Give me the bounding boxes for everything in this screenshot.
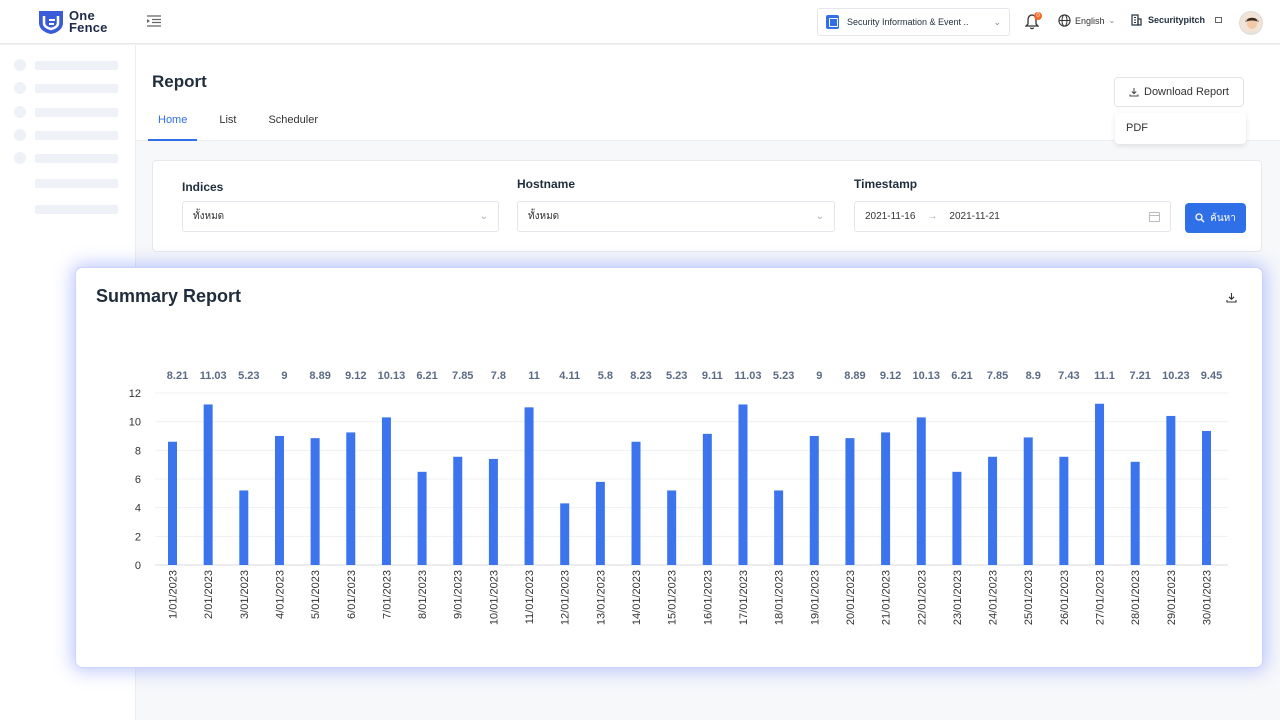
menu-collapse-icon[interactable]: [146, 14, 162, 28]
chevron-down-icon: ⌄: [479, 211, 488, 222]
logo-text: One Fence: [69, 8, 108, 35]
sidebar-skeleton-icon: [14, 129, 26, 141]
avatar[interactable]: [1239, 11, 1263, 35]
notification-badge: 0: [1034, 12, 1042, 20]
indices-select[interactable]: ทั้งหมด ⌄: [182, 201, 499, 232]
tab-bar: Home List Scheduler: [148, 106, 340, 141]
logo-line-1: One: [69, 8, 95, 23]
chevron-down-icon: ⌄: [993, 16, 1001, 27]
app-selector-label: Security Information & Event ..: [847, 17, 969, 27]
calendar-icon: [1149, 211, 1160, 222]
page-background: [136, 667, 1280, 720]
language-label: English: [1075, 15, 1105, 26]
timestamp-label: Timestamp: [854, 177, 918, 191]
app-selector[interactable]: Security Information & Event .. ⌄: [817, 8, 1010, 36]
download-report-button[interactable]: Download Report: [1114, 77, 1244, 107]
sidebar-skeleton-item: [35, 205, 118, 214]
sidebar-skeleton-item: [35, 179, 118, 188]
top-bar: One Fence Security Information & Event .…: [0, 0, 1280, 44]
globe-icon: [1058, 14, 1071, 27]
sidebar-skeleton-item: [35, 131, 118, 140]
logo[interactable]: One Fence: [37, 9, 108, 35]
hostname-label: Hostname: [517, 177, 576, 191]
sidebar-skeleton-icon: [14, 106, 26, 118]
search-button[interactable]: ค้นหา: [1185, 203, 1246, 233]
tab-home[interactable]: Home: [148, 106, 198, 141]
sidebar-skeleton-icon: [14, 82, 26, 94]
indices-label: Indices: [182, 180, 224, 194]
summary-report-title: Summary Report: [96, 286, 242, 306]
sidebar-skeleton-icon: [14, 152, 26, 164]
shield-logo-icon: [39, 11, 63, 34]
tab-scheduler[interactable]: Scheduler: [268, 114, 319, 126]
organization-label: Securitypitch: [1148, 15, 1206, 25]
arrow-right-icon: →: [927, 211, 938, 222]
date-range-picker[interactable]: 2021-11-16 → 2021-11-21: [854, 201, 1171, 232]
sidebar-skeleton-icon: [14, 59, 26, 71]
page-header: [136, 45, 1280, 141]
sidebar-skeleton-item: [35, 84, 118, 93]
logo-line-2: Fence: [69, 20, 108, 35]
sidebar-skeleton-item: [35, 154, 118, 163]
download-report-label: Download Report: [1144, 86, 1229, 98]
tab-list[interactable]: List: [219, 114, 237, 126]
search-button-label: ค้นหา: [1210, 212, 1236, 224]
sidebar-skeleton-item: [35, 61, 118, 70]
indices-value: ทั้งหมด: [193, 211, 225, 222]
switch-icon: [1215, 17, 1223, 23]
date-to[interactable]: 2021-11-21: [949, 211, 1000, 222]
download-option-pdf[interactable]: PDF: [1115, 113, 1246, 144]
hostname-select[interactable]: ทั้งหมด ⌄: [517, 201, 835, 232]
chevron-down-icon: ⌄: [815, 211, 824, 222]
chevron-down-icon: ⌄: [1108, 16, 1116, 25]
search-icon: [1195, 213, 1205, 223]
date-from[interactable]: 2021-11-16: [865, 211, 916, 222]
hostname-value: ทั้งหมด: [528, 211, 560, 222]
download-icon[interactable]: [1226, 292, 1237, 303]
language-selector[interactable]: English ⌄: [1058, 14, 1115, 27]
summary-report-card: [76, 268, 1262, 667]
building-icon: [1131, 14, 1142, 26]
organization-selector[interactable]: Securitypitch: [1131, 14, 1223, 26]
user-avatar-icon: [1240, 12, 1262, 34]
sidebar-skeleton-item: [35, 108, 118, 117]
download-icon: [1129, 88, 1139, 97]
page-title: Report: [152, 72, 207, 91]
app-icon: [826, 15, 839, 29]
